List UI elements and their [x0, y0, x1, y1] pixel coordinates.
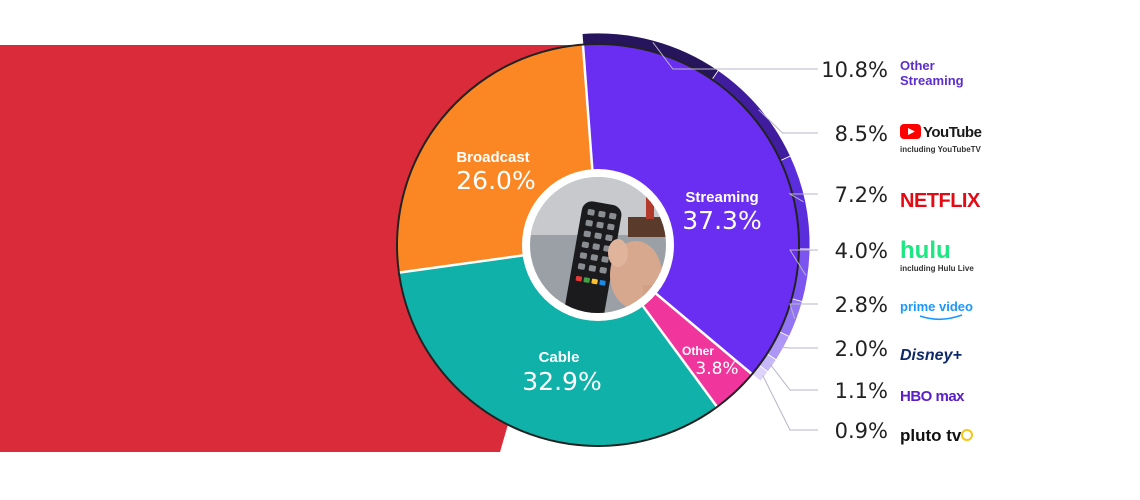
brand-disney-name: Disney+	[900, 347, 962, 364]
remote-color-button	[599, 280, 606, 286]
photo-object	[646, 197, 654, 219]
brand-pluto: pluto tv	[900, 426, 973, 445]
remote-color-button	[575, 275, 583, 282]
segment-label-broadcast: Broadcast	[456, 149, 529, 166]
center-photo	[522, 169, 674, 321]
brand-disney: Disney+	[900, 347, 962, 364]
brand-other-line1: Other	[900, 58, 935, 73]
segment-cable	[399, 245, 717, 445]
segment-value-streaming: 37.3%	[682, 206, 761, 235]
segment-label-cable: Cable	[539, 349, 580, 366]
leader-line-hulu	[789, 249, 818, 276]
segment-value-broadcast: 26.0%	[456, 166, 535, 195]
remote-button	[594, 232, 602, 240]
leader-line-netflix	[788, 193, 818, 203]
legend-value-netflix: 7.2%	[835, 183, 888, 207]
segment-label-other: Other	[682, 344, 714, 358]
legend-value-pluto: 0.9%	[835, 419, 888, 443]
remote-control	[564, 201, 622, 313]
brand-netflix-name: NETFLIX	[900, 190, 981, 212]
remote-button	[587, 208, 595, 216]
remote-button	[581, 241, 590, 249]
remote-color-button	[583, 277, 590, 283]
remote-button	[588, 265, 597, 272]
remote-button	[601, 256, 609, 263]
thumb	[608, 239, 628, 267]
leader-line-youtube	[758, 109, 818, 134]
segment-label-streaming: Streaming	[685, 189, 758, 206]
legend-value-youtube: 8.5%	[835, 122, 888, 146]
brand-prime: prime video	[900, 299, 973, 321]
segment-value-other: 3.8%	[695, 359, 738, 379]
brand-youtube-name: YouTube	[923, 124, 982, 141]
remote-button	[583, 230, 591, 238]
legend-value-disney: 2.0%	[835, 337, 888, 361]
legend-value-hbomax: 1.1%	[835, 379, 888, 403]
brand-youtube-sub: including YouTubeTV	[900, 145, 982, 154]
remote-button	[607, 223, 615, 231]
brand-hbomax: HBO max	[900, 388, 966, 405]
remote-body	[564, 201, 622, 313]
leader-line-disney	[781, 346, 818, 349]
segment-value-cable: 32.9%	[522, 367, 601, 396]
legend-value-other-streaming: 10.8%	[821, 58, 888, 82]
remote-button	[596, 221, 604, 229]
prime-smile-icon	[919, 314, 963, 321]
legend-value-prime: 2.8%	[835, 293, 888, 317]
brand-hulu-sub: including Hulu Live	[900, 264, 974, 273]
remote-color-button	[591, 278, 598, 285]
brand-other-line2: Streaming	[900, 73, 964, 88]
leader-line-other-streaming	[652, 41, 818, 70]
remote-button	[609, 212, 617, 220]
photo-shelf	[628, 217, 666, 237]
legend-value-hulu: 4.0%	[835, 239, 888, 263]
brand-prime-name: prime video	[900, 299, 973, 314]
brand-netflix: NETFLIX	[900, 190, 981, 212]
brand-pluto-name: pluto tv	[900, 426, 962, 445]
brand-hulu-name: hulu	[900, 237, 951, 264]
leader-line-prime	[789, 303, 818, 319]
brand-hbomax-name: HBO max	[900, 388, 965, 405]
remote-photo	[530, 177, 666, 313]
remote-button	[577, 263, 586, 270]
segment-streaming	[583, 45, 798, 374]
remote-button	[585, 219, 593, 227]
remote-button	[590, 254, 598, 261]
youtube-triangle	[908, 128, 915, 135]
remote-button	[579, 252, 588, 259]
remote-button	[605, 234, 613, 242]
pluto-tv-icon	[961, 429, 973, 441]
leader-line-hbomax	[770, 364, 818, 391]
remote-button	[598, 210, 606, 218]
leader-line-pluto	[762, 375, 818, 431]
remote-button	[599, 266, 607, 274]
brand-youtube: YouTube including YouTubeTV	[900, 124, 982, 154]
remote-button	[592, 243, 600, 251]
